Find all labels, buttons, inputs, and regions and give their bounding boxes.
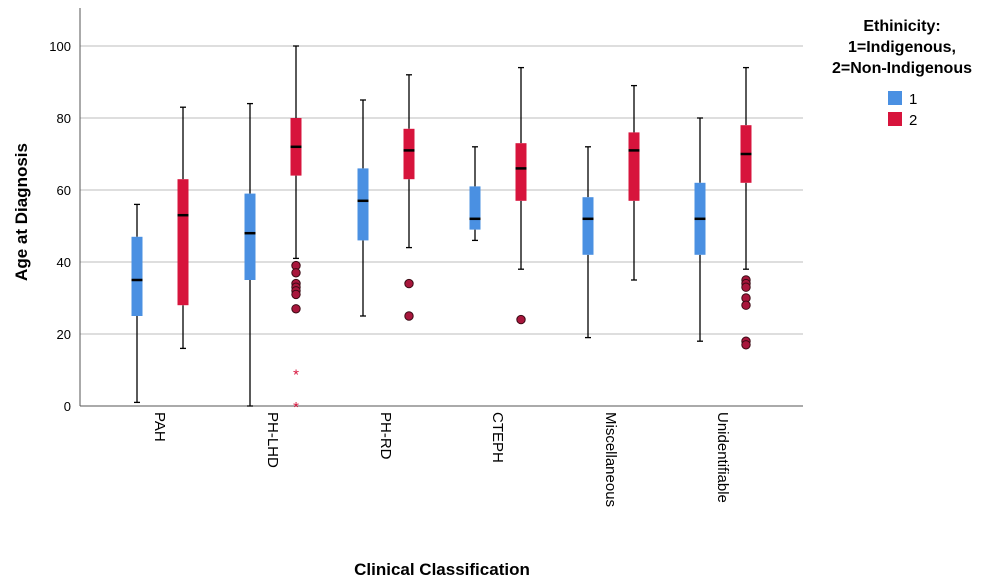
y-tick-label: 20 bbox=[57, 327, 71, 342]
box-group bbox=[740, 66, 752, 350]
gridlines bbox=[80, 45, 803, 335]
box-group bbox=[357, 99, 369, 317]
box-iqr bbox=[177, 179, 189, 306]
legend-title-line-3: 2=Non-Indigenous bbox=[832, 60, 972, 77]
x-category-label: Miscellaneous bbox=[602, 412, 619, 507]
outlier-point bbox=[516, 314, 526, 325]
outlier-point bbox=[291, 289, 301, 300]
box-iqr bbox=[131, 236, 143, 316]
box-group: ** bbox=[290, 45, 302, 416]
legend-label-series-2: 2 bbox=[909, 112, 917, 129]
outlier-point bbox=[404, 311, 414, 321]
boxes: ** bbox=[131, 45, 752, 416]
outlier-point bbox=[741, 340, 751, 350]
outlier-point bbox=[741, 282, 751, 292]
box-group bbox=[131, 203, 143, 404]
box-group bbox=[694, 117, 706, 342]
x-category-label: PH-LHD bbox=[264, 412, 281, 468]
box-iqr bbox=[469, 186, 481, 230]
y-tick-label: 100 bbox=[49, 39, 71, 54]
outlier-point bbox=[291, 304, 301, 314]
box-iqr bbox=[582, 197, 594, 255]
y-tick-labels: 0 20 40 60 80 100 bbox=[49, 39, 71, 414]
x-category-label: CTEPH bbox=[489, 412, 506, 463]
y-tick-label: 80 bbox=[57, 111, 71, 126]
legend-swatch-series-1 bbox=[888, 91, 902, 105]
legend-label-series-1: 1 bbox=[909, 91, 917, 108]
axes bbox=[79, 8, 803, 407]
box-group bbox=[582, 146, 594, 339]
extreme-point: * bbox=[293, 367, 299, 384]
box-iqr bbox=[515, 143, 527, 201]
extreme-point: * bbox=[293, 399, 299, 416]
legend-swatch-series-2 bbox=[888, 112, 902, 126]
box-group bbox=[177, 106, 189, 350]
box-iqr bbox=[244, 193, 256, 280]
box-iqr bbox=[357, 168, 369, 241]
box-iqr bbox=[403, 128, 415, 180]
x-category-label: Unidentifiable bbox=[714, 412, 731, 503]
box-group bbox=[628, 84, 640, 281]
box-group bbox=[515, 66, 527, 325]
outlier-point bbox=[741, 300, 751, 310]
legend-title-line-1: Ethinicity: bbox=[863, 18, 940, 35]
y-tick-label: 0 bbox=[64, 399, 71, 414]
y-tick-label: 60 bbox=[57, 183, 71, 198]
outlier-point bbox=[404, 278, 414, 289]
box-group bbox=[469, 146, 481, 242]
x-category-label: PH-RD bbox=[377, 412, 394, 460]
category-labels: PAH PH-LHD PH-RD CTEPH Miscellaneous Unidenti… bbox=[151, 412, 731, 507]
legend: Ethinicity: 1=Indigenous, 2=Non-Indigeno… bbox=[832, 18, 972, 129]
legend-title-line-2: 1=Indigenous, bbox=[848, 39, 956, 56]
x-category-label: PAH bbox=[151, 412, 168, 442]
box-group bbox=[244, 102, 256, 407]
outlier-point bbox=[291, 268, 301, 278]
y-axis-title: Age at Diagnosis bbox=[12, 143, 31, 281]
y-tick-label: 40 bbox=[57, 255, 71, 270]
box-group bbox=[403, 74, 415, 321]
box-iqr bbox=[628, 132, 640, 201]
x-axis-title: Clinical Classification bbox=[354, 560, 530, 579]
